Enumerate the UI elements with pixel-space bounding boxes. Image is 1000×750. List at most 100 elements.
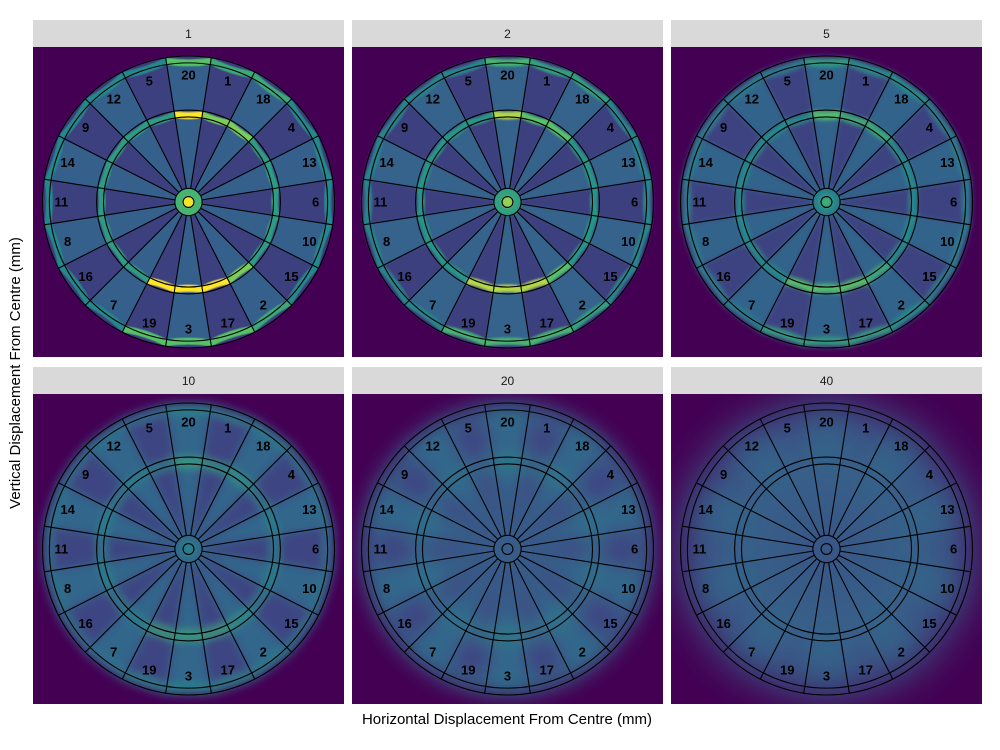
facet-strip: [352, 20, 663, 47]
board-number-label: 19: [142, 315, 156, 330]
board-number-label: 5: [146, 74, 153, 89]
board-number-label: 7: [748, 297, 755, 312]
board-number-label: 6: [312, 195, 319, 210]
board-number-label: 12: [426, 439, 440, 454]
board-number-label: 10: [940, 234, 954, 249]
board-number-label: 2: [898, 297, 905, 312]
board-number-label: 6: [950, 195, 957, 210]
board-number-label: 8: [702, 581, 709, 596]
board-number-label: 15: [284, 616, 298, 631]
board-number-label: 3: [823, 669, 830, 684]
board-number-label: 13: [940, 155, 954, 170]
board-number-label: 19: [461, 315, 475, 330]
board-number-label: 4: [607, 467, 615, 482]
board-number-label: 5: [465, 421, 472, 436]
board-number-label: 13: [621, 502, 635, 517]
board-number-label: 1: [224, 74, 231, 89]
board-number-label: 11: [693, 542, 707, 557]
facet-strip-label: 1: [185, 27, 192, 41]
board-number-label: 4: [926, 120, 934, 135]
board-number-label: 8: [64, 234, 71, 249]
board-number-label: 2: [579, 297, 586, 312]
dartboard-wires: [41, 402, 336, 696]
board-number-label: 5: [146, 421, 153, 436]
board-number-label: 11: [55, 195, 69, 210]
board-number-label: 9: [401, 467, 408, 482]
board-number-label: 10: [621, 581, 635, 596]
board-number-label: 18: [256, 92, 270, 107]
board-number-label: 3: [185, 669, 192, 684]
board-number-label: 19: [780, 315, 794, 330]
board-number-label: 10: [621, 234, 635, 249]
dartboard-wires: [360, 55, 655, 349]
board-number-label: 17: [221, 662, 235, 677]
board-number-label: 1: [543, 74, 550, 89]
board-number-label: 20: [181, 414, 195, 429]
board-number-label: 6: [950, 542, 957, 557]
dartboard-wires: [679, 55, 974, 349]
board-number-label: 5: [784, 74, 791, 89]
board-number-label: 8: [383, 581, 390, 596]
board-number-label: 14: [698, 155, 713, 170]
board-number-label: 20: [500, 67, 514, 82]
board-number-label: 16: [716, 616, 730, 631]
dartboard-wires: [360, 402, 655, 696]
board-number-label: 8: [702, 234, 709, 249]
board-number-label: 6: [631, 542, 638, 557]
board-number-label: 10: [302, 581, 316, 596]
board-number-label: 9: [82, 467, 89, 482]
board-number-label: 1: [862, 421, 869, 436]
facet-panel-10: 10 20 1 18 4 13 6 10 15 2 17 3 19 7 16 8 11 14 9 12 5: [33, 367, 344, 704]
facet-strip: [352, 367, 663, 394]
facet-strip-label: 5: [823, 27, 830, 41]
board-number-label: 20: [819, 67, 833, 82]
facet-strip: [33, 367, 344, 394]
board-number-label: 7: [429, 297, 436, 312]
facet-strip: [33, 20, 344, 47]
board-number-label: 13: [621, 155, 635, 170]
board-number-label: 3: [185, 322, 192, 337]
board-number-label: 6: [312, 542, 319, 557]
board-number-label: 9: [401, 120, 408, 135]
board-number-label: 16: [397, 269, 411, 284]
board-number-label: 16: [78, 616, 92, 631]
dartboard-wires: [41, 55, 336, 349]
facet-strip-label: 10: [182, 374, 196, 388]
board-number-label: 10: [940, 581, 954, 596]
board-number-label: 12: [745, 439, 759, 454]
x-axis-title: Horizontal Displacement From Centre (mm): [362, 711, 652, 728]
board-number-label: 7: [110, 297, 117, 312]
facet-strip-label: 2: [504, 27, 511, 41]
board-number-label: 14: [379, 155, 394, 170]
board-number-label: 6: [631, 195, 638, 210]
board-number-label: 11: [374, 195, 388, 210]
board-number-label: 3: [823, 322, 830, 337]
board-number-label: 14: [698, 502, 713, 517]
board-number-label: 19: [142, 662, 156, 677]
board-number-label: 8: [64, 581, 71, 596]
facet-panel-1: 1 20 1 18 4 13 6 10 15 2 17 3 19 7 16 8 11 14 9 12 5: [33, 20, 344, 357]
board-number-label: 13: [940, 502, 954, 517]
board-number-label: 1: [543, 421, 550, 436]
board-number-label: 3: [504, 322, 511, 337]
board-number-label: 11: [55, 542, 69, 557]
board-number-label: 9: [720, 467, 727, 482]
board-number-label: 19: [461, 662, 475, 677]
board-number-label: 4: [288, 467, 296, 482]
board-number-label: 16: [78, 269, 92, 284]
board-number-label: 12: [745, 92, 759, 107]
board-number-label: 1: [224, 421, 231, 436]
board-number-label: 18: [894, 439, 908, 454]
facet-panel-5: 5 20 1 18 4 13 6 10 15 2 17 3 19 7 16 8 11 14 9 12 5: [671, 20, 982, 357]
board-number-label: 2: [260, 644, 267, 659]
facet-strip-label: 20: [501, 374, 515, 388]
board-number-label: 15: [922, 616, 936, 631]
board-number-label: 9: [720, 120, 727, 135]
board-number-label: 18: [575, 439, 589, 454]
board-number-label: 3: [504, 669, 511, 684]
board-number-label: 1: [862, 74, 869, 89]
y-axis-title: Vertical Displacement From Centre (mm): [7, 237, 24, 509]
board-number-label: 13: [302, 502, 316, 517]
board-number-label: 8: [383, 234, 390, 249]
